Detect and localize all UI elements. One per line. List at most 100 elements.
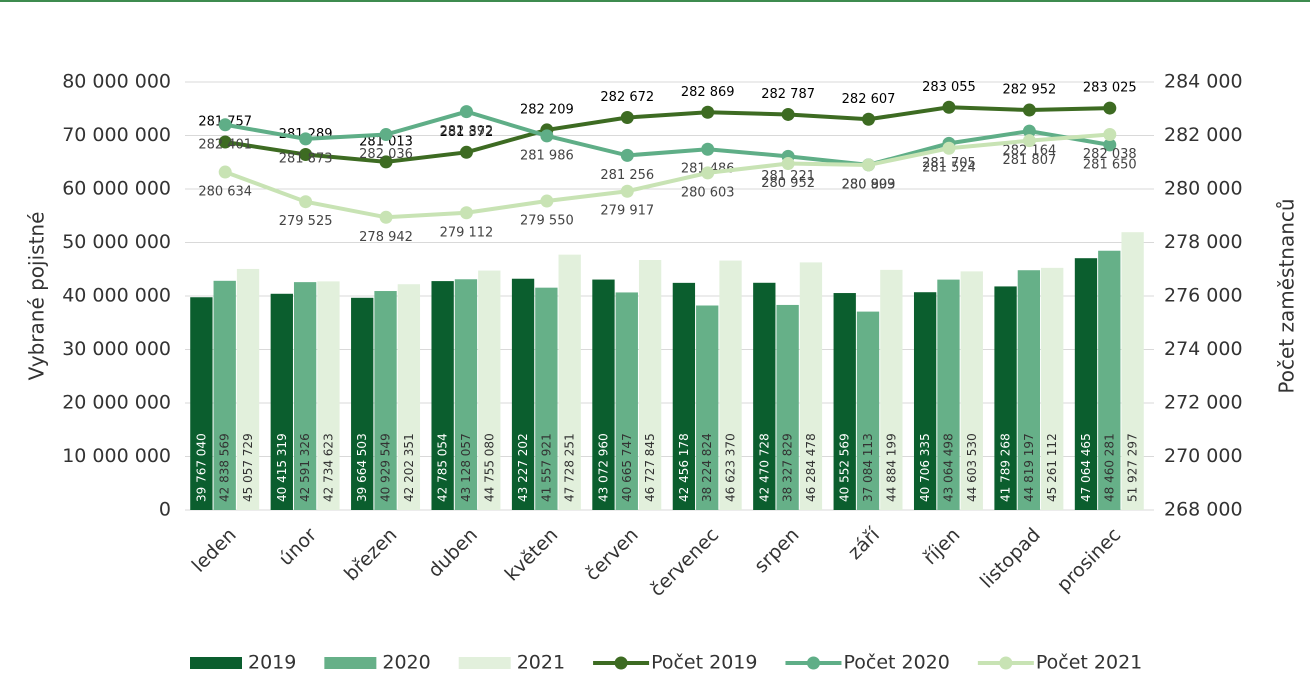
y-tick-label: 30 000 000 xyxy=(62,338,171,360)
bar xyxy=(753,282,776,510)
line-value-label: 281 221 xyxy=(761,169,815,184)
line-point xyxy=(620,148,634,162)
bar-value-label: 47 064 465 xyxy=(1079,433,1093,502)
bar-value-label: 40 415 319 xyxy=(275,433,289,502)
line-value-label: 282 672 xyxy=(600,90,654,105)
bar-value-label: 42 734 623 xyxy=(321,433,335,502)
x-tick-label: říjen xyxy=(919,524,964,569)
line-point xyxy=(540,129,554,143)
line-point xyxy=(781,157,795,171)
y-tick-label: 80 000 000 xyxy=(62,71,171,93)
bar-value-label: 40 706 335 xyxy=(918,433,932,502)
bar-value-label: 42 202 351 xyxy=(402,433,416,502)
line-point xyxy=(218,135,232,149)
bar xyxy=(799,262,823,510)
bar-value-label: 43 064 498 xyxy=(941,433,955,502)
line-point xyxy=(701,105,715,119)
legend-swatch xyxy=(614,656,628,670)
line-value-label: 279 550 xyxy=(520,214,574,229)
legend-label: 2019 xyxy=(248,652,296,674)
bar-value-label: 47 728 251 xyxy=(563,433,577,502)
line-value-label: 281 807 xyxy=(1002,153,1056,168)
bar-value-label: 39 664 503 xyxy=(355,433,369,502)
line-value-label: 280 899 xyxy=(842,177,896,192)
bar-value-label: 45 261 112 xyxy=(1045,433,1059,502)
bar xyxy=(615,292,638,510)
bar xyxy=(1098,250,1121,511)
line-point xyxy=(1022,103,1036,117)
bar xyxy=(535,287,558,510)
bar xyxy=(856,311,880,510)
bar xyxy=(833,293,856,510)
line-point xyxy=(1103,138,1117,152)
bar xyxy=(1017,270,1041,510)
bar xyxy=(1041,267,1064,510)
y2-tick-label: 284 000 xyxy=(1164,71,1243,93)
legend-swatch xyxy=(999,656,1013,670)
bar-value-label: 48 460 281 xyxy=(1102,433,1116,502)
bar-value-label: 42 785 054 xyxy=(436,433,450,502)
bar-value-label: 42 470 728 xyxy=(757,433,771,502)
line-value-label: 278 942 xyxy=(359,230,413,245)
line-value-label: 282 892 xyxy=(440,124,494,139)
bar-value-label: 44 884 199 xyxy=(884,433,898,502)
bar-value-label: 44 603 530 xyxy=(965,433,979,502)
line-point xyxy=(620,184,634,198)
y2-tick-label: 272 000 xyxy=(1164,392,1243,414)
line xyxy=(224,105,1110,164)
legend-swatch xyxy=(190,657,242,669)
line-value-label: 280 634 xyxy=(198,185,252,200)
x-tick-label: únor xyxy=(275,524,321,570)
line-value-label: 280 952 xyxy=(761,176,815,191)
bar xyxy=(511,278,535,510)
y-tick-label: 40 000 000 xyxy=(62,285,171,307)
line-point xyxy=(862,158,876,172)
legend-label: 2021 xyxy=(517,652,565,674)
line-value-label: 283 025 xyxy=(1083,81,1137,96)
bar-value-label: 42 591 326 xyxy=(298,433,312,502)
y2-tick-label: 268 000 xyxy=(1164,499,1243,521)
bar-value-label: 43 227 202 xyxy=(516,433,530,502)
line-point xyxy=(218,165,232,179)
bar-value-label: 41 789 268 xyxy=(999,433,1013,502)
y2-tick-label: 276 000 xyxy=(1164,285,1243,307)
x-tick-label: září xyxy=(844,523,885,564)
line-point xyxy=(1103,127,1117,141)
bar-value-label: 42 838 569 xyxy=(218,433,232,502)
bar-value-label: 46 284 478 xyxy=(804,433,818,502)
line-point xyxy=(379,128,393,142)
bar xyxy=(454,279,478,510)
y-tick-label: 50 000 000 xyxy=(62,231,171,253)
legend-swatch xyxy=(806,656,820,670)
legend-swatch xyxy=(458,657,511,669)
x-tick-label: květen xyxy=(501,524,563,586)
bar xyxy=(270,293,293,510)
line-value-label: 281 524 xyxy=(922,161,976,176)
line-value-label: 282 209 xyxy=(520,102,574,117)
line-value-label: 279 112 xyxy=(440,225,494,240)
bar xyxy=(478,270,501,510)
line-value-label: 281 986 xyxy=(520,148,574,163)
line-point xyxy=(942,141,956,155)
line-point xyxy=(1103,101,1117,115)
bar xyxy=(236,268,260,510)
line-value-label: 283 055 xyxy=(922,80,976,95)
line-value-label: 282 952 xyxy=(1002,83,1056,98)
x-tick-label: červen xyxy=(581,524,642,585)
line-value-label: 281 705 xyxy=(922,156,976,171)
line-point xyxy=(299,148,313,162)
bar xyxy=(994,286,1017,510)
bar xyxy=(592,279,615,510)
line-point xyxy=(1022,134,1036,148)
x-tick-label: srpen xyxy=(750,524,803,577)
line-point xyxy=(701,166,715,180)
line-value-label: 282 038 xyxy=(1083,147,1137,162)
line-point xyxy=(620,111,634,125)
line-point xyxy=(379,155,393,169)
bar-value-label: 45 057 729 xyxy=(241,433,255,502)
y-axis-title: Vybrané pojistné xyxy=(25,212,49,381)
legend-swatch xyxy=(324,657,377,669)
y2-tick-label: 270 000 xyxy=(1164,445,1243,467)
line-point xyxy=(701,142,715,156)
y-tick-label: 10 000 000 xyxy=(62,445,171,467)
